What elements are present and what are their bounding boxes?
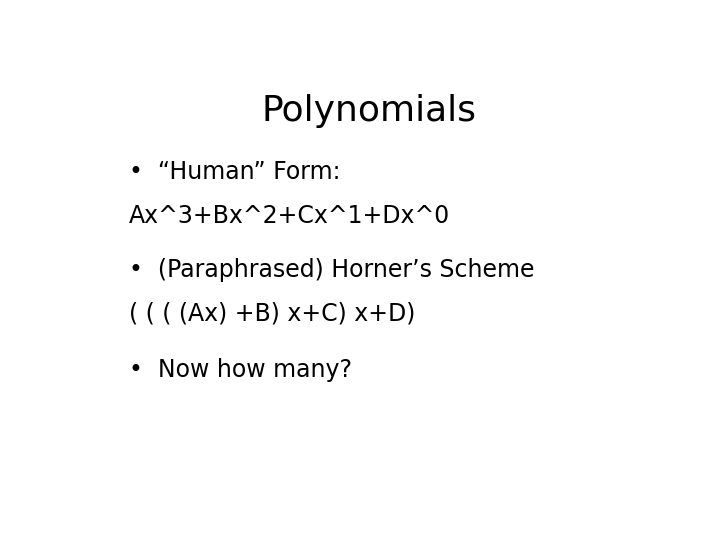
Text: Polynomials: Polynomials [261,94,477,128]
Text: •  “Human” Form:: • “Human” Form: [129,160,341,185]
Text: Ax^3+Bx^2+Cx^1+Dx^0: Ax^3+Bx^2+Cx^1+Dx^0 [129,204,450,228]
Text: ( ( ( (Ax) +B) x+C) x+D): ( ( ( (Ax) +B) x+C) x+D) [129,302,415,326]
Text: •  Now how many?: • Now how many? [129,358,352,382]
Text: •  (Paraphrased) Horner’s Scheme: • (Paraphrased) Horner’s Scheme [129,258,534,282]
